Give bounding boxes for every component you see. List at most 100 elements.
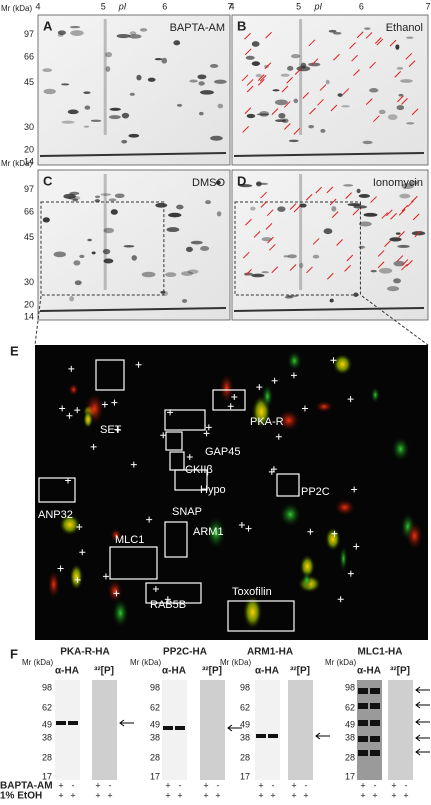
gel-spot	[61, 120, 75, 124]
overlay-spot	[261, 383, 274, 410]
cross	[113, 590, 120, 597]
gel-spot	[238, 184, 253, 188]
spot-label: CKIIβ	[185, 464, 213, 476]
overlay-spot	[391, 436, 411, 462]
red-arrow	[352, 208, 360, 216]
gel-spot	[312, 254, 320, 259]
red-arrow	[349, 42, 356, 49]
spot-label: Hypo	[200, 484, 226, 496]
gel-spot	[103, 258, 114, 264]
overlay-spot	[339, 544, 348, 573]
gel-spot	[70, 30, 84, 36]
gel-spot	[131, 255, 137, 261]
red-arrow	[390, 212, 397, 220]
gel-spot	[57, 33, 64, 37]
band	[268, 734, 278, 738]
sign: +	[95, 790, 100, 800]
red-arrow	[294, 68, 302, 76]
overlay-spot	[314, 400, 334, 413]
cross	[76, 524, 83, 531]
zoom-line	[34, 295, 42, 346]
red-arrow	[271, 108, 279, 115]
red-arrow	[306, 266, 313, 274]
gel-spot	[74, 280, 82, 286]
sign: +	[58, 790, 63, 800]
band	[358, 750, 368, 756]
sign: +	[291, 790, 296, 800]
red-arrow	[283, 123, 291, 130]
red-arrow	[406, 260, 413, 267]
overlay-spot	[242, 594, 263, 630]
red-arrow	[315, 186, 323, 194]
gel-spot	[42, 68, 53, 73]
red-arrow	[389, 39, 397, 47]
blot-image	[357, 680, 382, 780]
spot-label: PP2C	[301, 486, 330, 498]
spot-label: ANP32	[38, 509, 73, 521]
spot-label: PKA-R	[250, 416, 284, 428]
blot-title: MLC1-HA	[358, 647, 403, 658]
mr-tick-label: 38	[240, 732, 250, 742]
gel-spot	[272, 89, 280, 92]
treatment-label: BAPTA-AM	[170, 22, 225, 34]
gel-spot	[90, 119, 102, 122]
red-arrow	[411, 195, 418, 203]
gel-spot	[63, 193, 76, 199]
gel-spot	[116, 33, 131, 39]
red-arrow	[266, 209, 274, 217]
band	[56, 721, 66, 725]
mr-tick-label: 20	[24, 299, 34, 309]
red-arrow	[246, 79, 254, 86]
gel-spot	[401, 183, 414, 189]
gel-spot	[79, 254, 85, 259]
overlay-spot	[405, 520, 424, 551]
overlay-spot	[218, 372, 235, 404]
red-arrow	[401, 98, 408, 105]
red-arrow	[398, 230, 405, 238]
pi-tick-label: 4	[35, 1, 40, 11]
overlay-spot	[83, 410, 94, 429]
mr-tick-label: 38	[345, 732, 355, 742]
gel-spot	[323, 228, 333, 235]
red-arrow	[401, 259, 409, 266]
gel-spot	[409, 180, 418, 186]
spot-label: Toxofilin	[232, 586, 272, 598]
gel-spot	[109, 107, 121, 111]
gel-spot	[280, 73, 290, 77]
cross	[337, 596, 344, 603]
label-box	[145, 582, 202, 604]
gel-spot	[154, 57, 163, 61]
cross	[351, 486, 358, 493]
cross	[353, 543, 360, 550]
spot-label: MLC1	[115, 534, 144, 546]
overlay-spot	[47, 569, 61, 600]
red-arrow	[346, 254, 354, 262]
mr-label: Mr (kDa)	[130, 658, 161, 667]
lane-header: α-HA	[55, 666, 79, 677]
treatment-label: Ionomycin	[373, 177, 423, 189]
red-arrow	[317, 98, 324, 106]
cross	[271, 377, 278, 384]
sign: +	[403, 790, 408, 800]
cross	[227, 403, 234, 410]
gel-spot	[114, 193, 125, 199]
mr-tick-label: 20	[24, 144, 34, 154]
sign: +	[391, 780, 396, 790]
mr-tick-label: 49	[345, 719, 355, 729]
gel-spot	[287, 254, 297, 259]
arrow	[415, 734, 430, 742]
cross	[66, 412, 73, 419]
red-arrow	[376, 38, 384, 46]
red-arrow	[384, 240, 391, 248]
sign: -	[374, 780, 377, 790]
label-box	[227, 600, 295, 632]
pi-tick-label: 6	[359, 1, 364, 11]
red-arrow	[242, 126, 250, 133]
treatment-label: DMSO	[192, 177, 225, 189]
red-arrow	[326, 272, 334, 280]
sign: +	[165, 780, 170, 790]
gel-spot	[103, 227, 115, 234]
gel-spot	[255, 181, 262, 187]
gel-spot	[187, 269, 199, 274]
